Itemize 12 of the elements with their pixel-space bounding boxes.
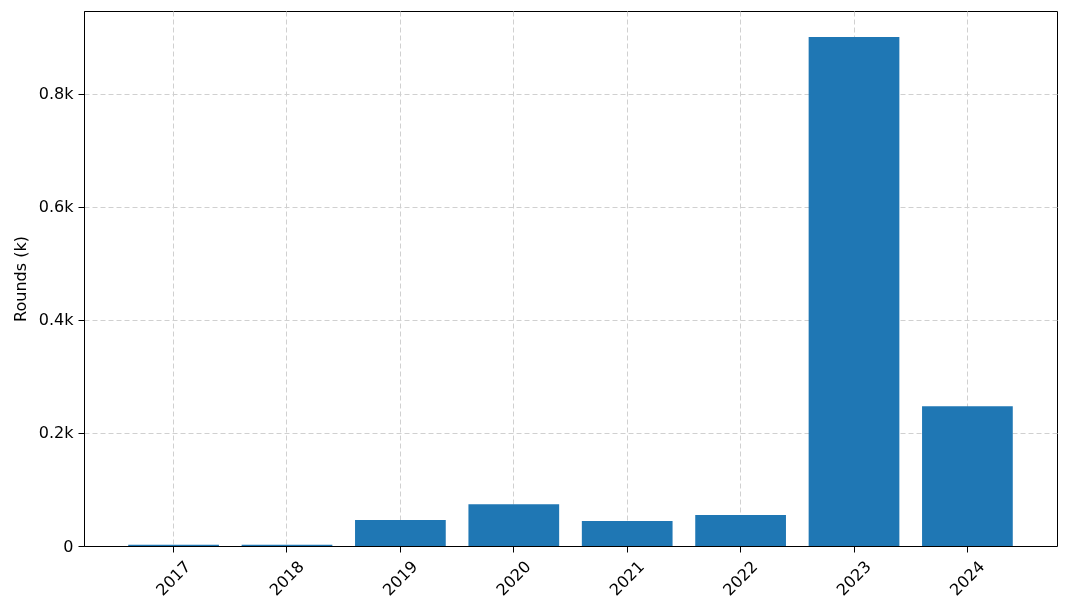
y-tick-label: 0.8k (38, 84, 75, 104)
bar (581, 521, 673, 546)
y-tick-label: 0.4k (38, 310, 75, 330)
bar (695, 514, 786, 546)
bar (922, 406, 1013, 546)
y-axis-title: Rounds (k) (10, 236, 30, 322)
bar (808, 37, 900, 546)
y-tick-label: 0.6k (38, 197, 75, 217)
y-tick-label: 0 (63, 536, 74, 556)
bar (468, 504, 560, 546)
bar (355, 519, 446, 546)
y-tick-label: 0.2k (38, 423, 75, 443)
